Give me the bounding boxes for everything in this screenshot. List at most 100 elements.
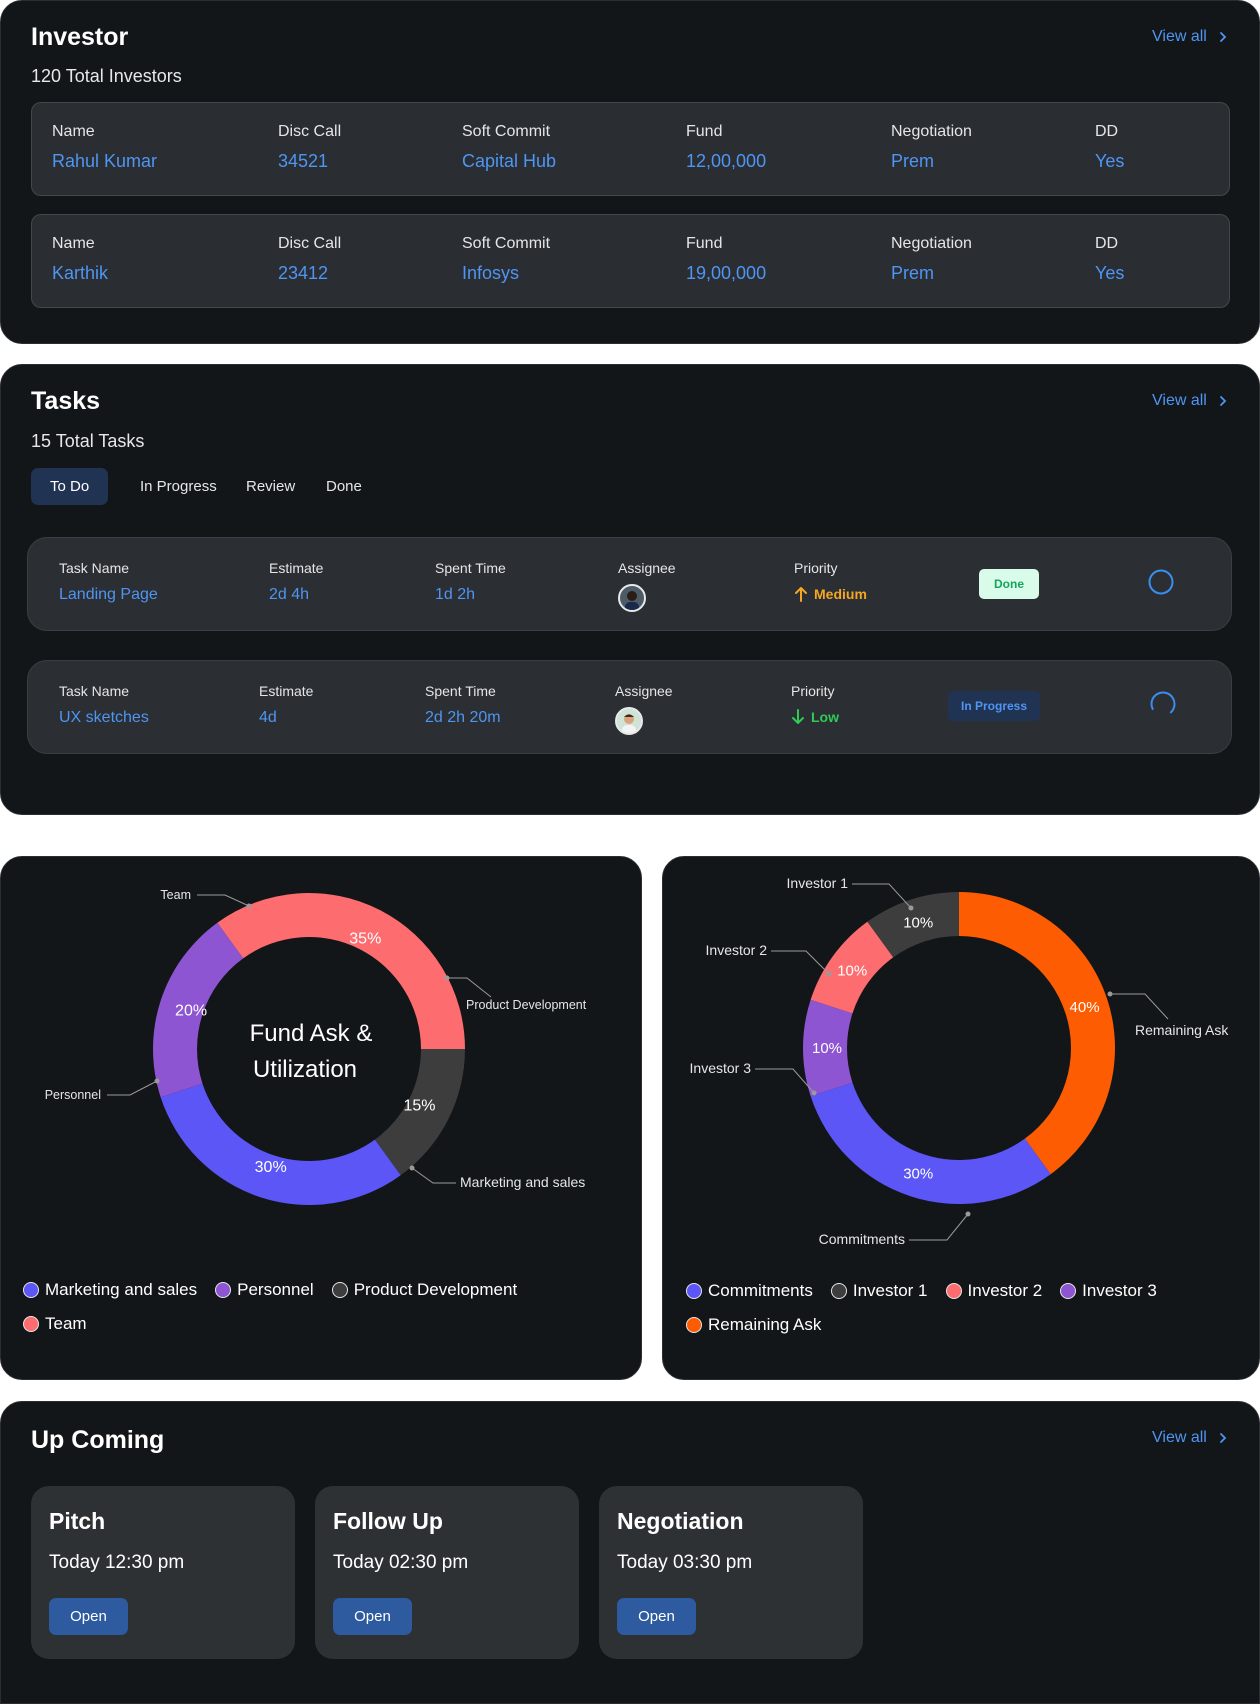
legend-label: Team [45,1314,87,1333]
investor-name: Rahul Kumar [52,151,158,171]
event-time: Today 12:30 pm [49,1552,185,1573]
tab-to-do[interactable]: To Do [31,468,109,505]
event-time: Today 02:30 pm [333,1552,469,1573]
investor-disc-call: 34521 [278,151,329,171]
investor-title: Investor [31,23,129,51]
legend-label: Commitments [708,1281,813,1300]
task-row[interactable]: Task Name UX sketches Estimate 4d Spent Ti… [27,660,1232,754]
legend-item: Personnel [215,1280,314,1300]
fund-ask-chart-card: 35% 15% 30% 20% Fund Ask & Utilization Team… [0,856,642,1380]
col-disc-call-label: Disc Call [278,235,342,252]
col-negotiation-label: Negotiation [891,235,972,252]
callout-label-investor-3: Investor 3 [690,1060,752,1076]
upcoming-event-card: Follow Up Today 02:30 pm Open [315,1486,579,1659]
legend-item: Investor 2 [945,1281,1042,1301]
tasks-count: 15 Total Tasks [31,431,145,451]
investor-disc-call: 23412 [278,263,329,283]
callout-line-marketing [411,1167,456,1184]
legend-dot [830,1283,847,1299]
view-all-label: View all [1152,28,1207,45]
callout-dot-commitments [965,1211,971,1217]
slice-value-label-team: 35% [349,931,381,948]
open-button[interactable]: Open [617,1598,696,1635]
callout-label-personnel: Personnel [45,1088,101,1102]
col-priority-label: Priority [791,683,835,699]
tab-done[interactable]: Done [326,478,362,495]
task-name: UX sketches [59,709,149,726]
col-task-name-label: Task Name [59,683,130,699]
callout-dot-investor-2 [826,971,832,977]
tasks-view-all-link[interactable]: View all [1152,392,1229,410]
callout-line-investor-1 [852,883,912,909]
col-spent-time-label: Spent Time [425,683,496,699]
chevron-right-icon [1219,1433,1227,1443]
view-all-label: View all [1152,1429,1207,1446]
tasks-title: Tasks [31,387,101,415]
col-name-label: Name [52,235,95,252]
status-badge: In Progress [948,691,1040,721]
donut-slice-team [217,893,465,1049]
callout-label-marketing: Marketing and sales [460,1174,585,1190]
legend-dot [215,1282,232,1298]
legend-item: Marketing and sales [23,1280,197,1300]
slice-value-label-product-development: 15% [403,1097,435,1114]
investor-row[interactable]: Name Karthik Disc Call 23412 Soft Commit In… [31,214,1230,308]
investor-row[interactable]: Name Rahul Kumar Disc Call 34521 Soft Comm… [31,102,1230,196]
legend-label: Remaining Ask [708,1315,822,1334]
callout-dot-product [444,975,450,981]
legend-dot [686,1283,702,1299]
callout-dot-investor-3 [811,1090,817,1096]
task-name: Landing Page [59,586,158,603]
tab-in-progress[interactable]: In Progress [140,478,217,495]
slice-value-label-investor-2: 10% [837,962,867,979]
col-dd-label: DD [1095,235,1119,252]
legend-dot [945,1283,962,1299]
event-title: Pitch [49,1508,106,1534]
slice-value-label-remaining-ask: 40% [1070,999,1100,1016]
callout-dot-remaining [1107,991,1113,997]
investor-negotiation: Prem [891,151,935,171]
col-name-label: Name [52,123,95,140]
callout-line-investor-3 [755,1068,815,1094]
callout-dot-marketing [409,1165,415,1171]
legend-item: Remaining Ask [686,1315,821,1335]
investor-view-all-link[interactable]: View all [1152,28,1229,46]
slice-value-label-marketing-and-sales: 30% [255,1159,287,1176]
investor-count: 120 Total Investors [31,66,182,86]
legend-label: Personnel [237,1280,314,1299]
legend-item: Commitments [686,1281,813,1301]
donut-slice-investor-3 [803,999,853,1097]
donut-slice-commitments [810,1082,1051,1204]
priority-label: Low [811,709,839,725]
callout-label-investor-2: Investor 2 [706,942,768,958]
loading-spinner-icon[interactable] [1150,691,1176,717]
col-dd-label: DD [1095,123,1119,140]
col-negotiation-label: Negotiation [891,123,972,140]
open-button[interactable]: Open [49,1598,128,1635]
slice-value-label-commitments: 30% [903,1166,933,1183]
upcoming-view-all-link[interactable]: View all [1152,1429,1229,1447]
legend-dot [331,1282,348,1298]
event-title: Follow Up [333,1508,443,1534]
investor-soft-commit: Capital Hub [462,151,557,171]
callout-line-team [197,894,250,907]
callout-line-investor-2 [771,950,830,975]
legend-item: Investor 1 [830,1281,928,1301]
legend-dot [686,1317,702,1333]
callout-label-team: Team [160,888,191,902]
status-ring-icon[interactable] [1148,569,1174,595]
col-fund-label: Fund [686,123,723,140]
priority-indicator: Low [791,709,839,725]
tab-review[interactable]: Review [246,478,296,495]
donut-slice-investor-1 [867,892,959,958]
col-spent-time-label: Spent Time [435,560,506,576]
legend-label: Investor 3 [1082,1281,1157,1300]
task-row[interactable]: Task Name Landing Page Estimate 2d 4h Spen… [27,537,1232,631]
chart-center-title-line1: Fund Ask & [250,1020,373,1047]
open-button[interactable]: Open [333,1598,412,1635]
task-estimate: 4d [259,709,277,726]
legend-dot [23,1316,39,1332]
col-estimate-label: Estimate [269,560,324,576]
callout-line-product [447,977,492,998]
event-time: Today 03:30 pm [617,1552,753,1573]
